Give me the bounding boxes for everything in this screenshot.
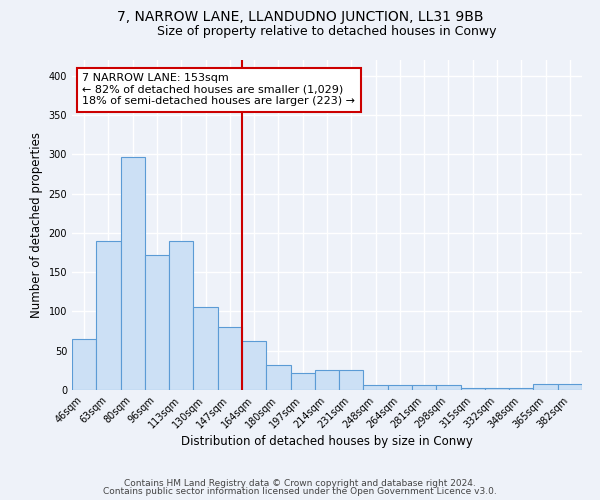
Bar	[218, 327, 242, 390]
Text: 7 NARROW LANE: 153sqm
← 82% of detached houses are smaller (1,029)
18% of semi-d: 7 NARROW LANE: 153sqm ← 82% of detached …	[82, 73, 355, 106]
Bar	[461, 388, 485, 390]
Title: Size of property relative to detached houses in Conwy: Size of property relative to detached ho…	[157, 25, 497, 38]
Text: Contains HM Land Registry data © Crown copyright and database right 2024.: Contains HM Land Registry data © Crown c…	[124, 478, 476, 488]
Text: Contains public sector information licensed under the Open Government Licence v3: Contains public sector information licen…	[103, 487, 497, 496]
Bar	[145, 255, 169, 390]
Bar	[388, 384, 412, 390]
Bar	[169, 240, 193, 390]
Bar	[364, 384, 388, 390]
Bar	[436, 384, 461, 390]
Bar	[533, 384, 558, 390]
Bar	[193, 306, 218, 390]
Text: 7, NARROW LANE, LLANDUDNO JUNCTION, LL31 9BB: 7, NARROW LANE, LLANDUDNO JUNCTION, LL31…	[117, 10, 483, 24]
Bar	[266, 365, 290, 390]
Bar	[412, 384, 436, 390]
Bar	[96, 240, 121, 390]
Bar	[121, 156, 145, 390]
Bar	[485, 388, 509, 390]
Bar	[558, 384, 582, 390]
Bar	[290, 372, 315, 390]
X-axis label: Distribution of detached houses by size in Conwy: Distribution of detached houses by size …	[181, 435, 473, 448]
Bar	[509, 388, 533, 390]
Bar	[242, 342, 266, 390]
Bar	[315, 370, 339, 390]
Y-axis label: Number of detached properties: Number of detached properties	[30, 132, 43, 318]
Bar	[339, 370, 364, 390]
Bar	[72, 339, 96, 390]
